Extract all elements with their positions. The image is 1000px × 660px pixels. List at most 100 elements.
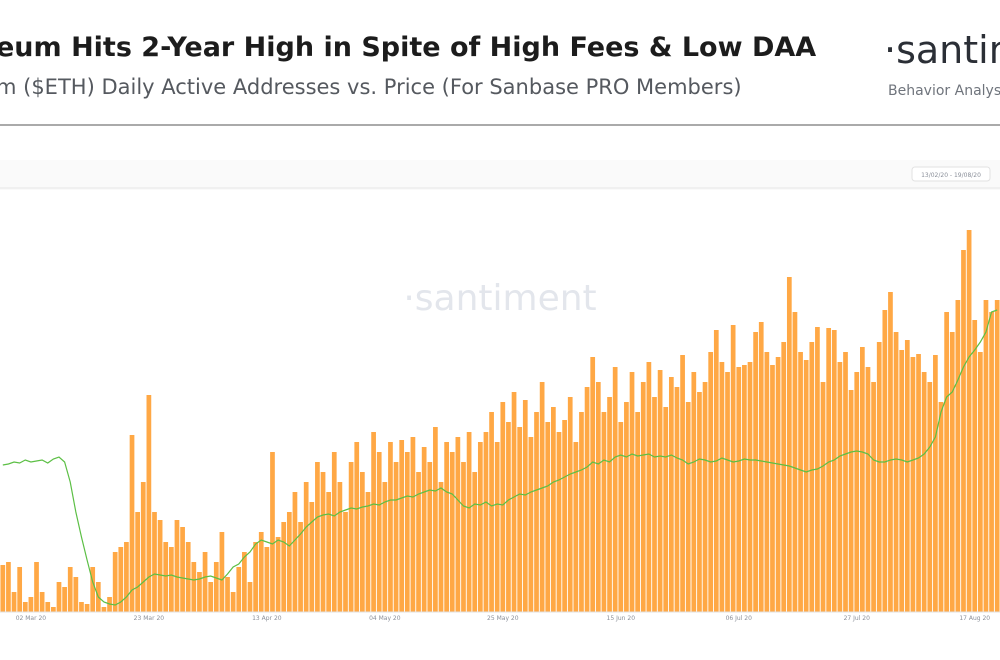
bar — [848, 390, 854, 612]
bar — [230, 592, 236, 612]
date-range-button[interactable] — [911, 166, 991, 182]
bar — [298, 522, 303, 612]
bar — [28, 597, 34, 612]
bar — [511, 392, 517, 612]
bar — [624, 402, 629, 612]
bar — [646, 362, 652, 612]
bar — [534, 412, 539, 612]
bar — [798, 352, 803, 612]
bar — [371, 432, 376, 612]
bar — [747, 362, 753, 612]
bar — [595, 382, 601, 612]
bar — [6, 562, 11, 612]
bar — [590, 357, 596, 612]
bar — [264, 547, 270, 612]
bar — [820, 382, 826, 612]
bar — [972, 320, 978, 612]
bar — [219, 532, 225, 612]
bar — [360, 472, 365, 612]
bar — [399, 440, 405, 612]
bar — [629, 372, 635, 612]
bar — [62, 587, 67, 612]
bar — [477, 442, 483, 612]
bar — [876, 342, 882, 612]
watermark: ·santiment — [403, 278, 596, 319]
bar — [185, 542, 191, 612]
bar — [522, 400, 528, 612]
bar — [483, 432, 489, 612]
bar — [124, 542, 129, 612]
toolbar — [0, 160, 1000, 190]
tagline: Behavior Analysis — [888, 83, 1000, 99]
bar — [444, 442, 449, 612]
bar — [258, 532, 264, 612]
bar — [433, 427, 438, 612]
bar — [657, 370, 663, 612]
bar — [680, 355, 685, 612]
bar — [11, 592, 17, 612]
bar — [506, 422, 511, 612]
bar — [494, 442, 500, 612]
bar — [961, 250, 966, 612]
bar — [152, 512, 157, 612]
bar — [140, 482, 146, 612]
bar — [348, 462, 354, 612]
bar — [225, 577, 230, 612]
x-tick-label: 04 May 20 — [369, 615, 401, 622]
bar — [382, 482, 388, 612]
bar — [427, 462, 433, 612]
bar — [365, 492, 371, 612]
bar — [242, 552, 247, 612]
bar — [674, 387, 680, 612]
bar — [933, 355, 938, 612]
bar — [320, 472, 326, 612]
bar — [865, 367, 871, 612]
bar — [101, 607, 107, 612]
bar — [691, 372, 697, 612]
bar — [90, 567, 96, 612]
bar — [612, 367, 618, 612]
bar — [685, 402, 691, 612]
bar — [989, 312, 994, 612]
plot: 02 Mar 20 23 Mar 20 13 Apr 20 04 May 20 25 M… — [0, 230, 1000, 622]
bar — [168, 547, 174, 612]
x-tick-label: 27 Jul 20 — [844, 615, 871, 622]
bar — [174, 520, 180, 612]
bar — [315, 462, 320, 612]
bar — [551, 407, 556, 612]
bar — [904, 340, 910, 612]
bar — [562, 420, 567, 612]
bar — [461, 462, 466, 612]
bar — [388, 442, 393, 612]
bar — [270, 452, 275, 612]
bar — [843, 352, 848, 612]
bar — [472, 472, 478, 612]
bar — [286, 512, 292, 612]
title: eum Hits 2-Year High in Spite of High Fe… — [0, 32, 816, 63]
x-tick-label: 15 Jun 20 — [607, 615, 636, 622]
bar — [888, 292, 893, 612]
bar — [831, 330, 837, 612]
bar — [129, 435, 135, 612]
bar — [826, 328, 832, 612]
subtitle: m ($ETH) Daily Active Addresses vs. Pric… — [0, 75, 742, 99]
bar — [764, 352, 770, 612]
bar — [803, 360, 809, 612]
x-tick-label: 25 May 20 — [487, 615, 519, 622]
bar — [421, 447, 427, 612]
bar — [281, 522, 287, 612]
bar — [517, 427, 523, 612]
bar — [438, 482, 444, 612]
bar — [404, 452, 410, 612]
bar — [135, 512, 140, 612]
bar — [938, 402, 944, 612]
date-range[interactable]: 13/02/20 - 19/08/20 — [921, 172, 981, 179]
bar — [466, 432, 472, 612]
bar — [73, 577, 79, 612]
bar — [668, 377, 674, 612]
bar — [56, 582, 62, 612]
bar — [977, 352, 983, 612]
bar — [275, 537, 281, 612]
bar — [860, 347, 865, 612]
bar — [197, 572, 202, 612]
